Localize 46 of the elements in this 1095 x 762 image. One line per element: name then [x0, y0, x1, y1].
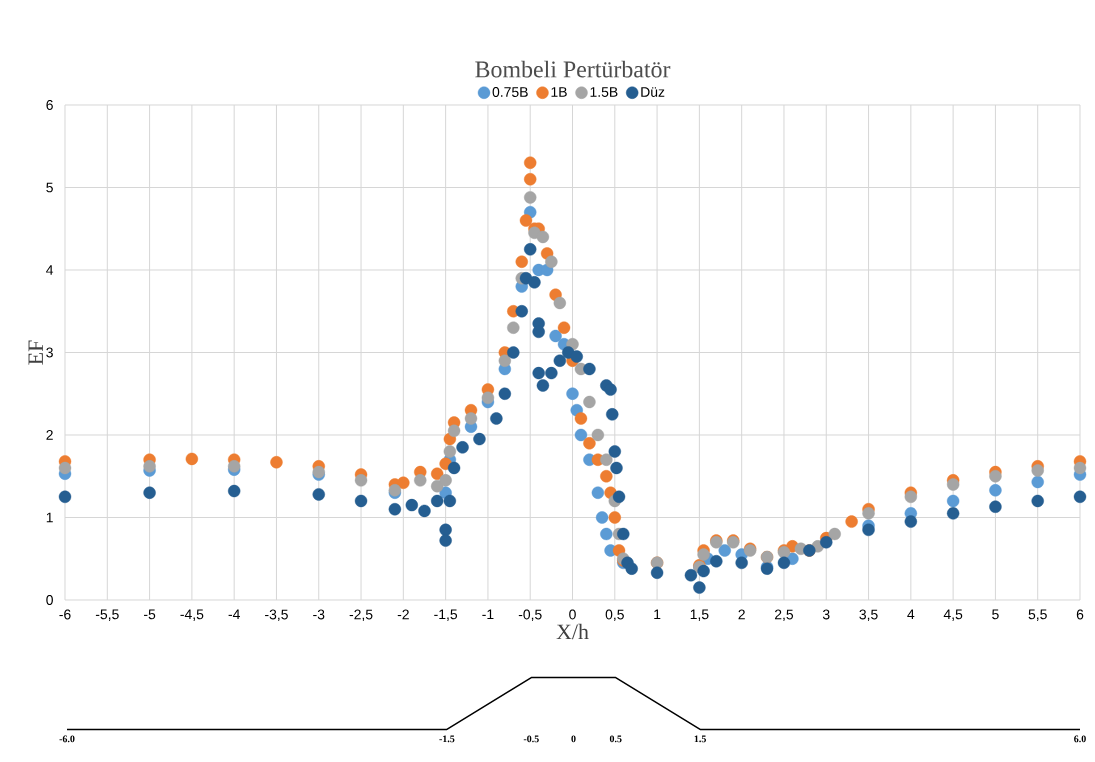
x-tick-label: -0,5: [518, 609, 542, 622]
x-tick-label: 4,5: [943, 609, 963, 621]
y-tick-label: 1: [46, 512, 53, 523]
x-tick-label: 0: [569, 609, 576, 620]
x-tick-label: 3: [822, 609, 830, 620]
legend-label: 0.75B: [492, 87, 528, 97]
x-tick-label: -6: [59, 609, 71, 620]
x-tick-label: -1.5: [439, 735, 455, 743]
x-tick-label: -5: [144, 609, 156, 620]
x-axis-title: X/h: [556, 623, 589, 640]
y-tick-label: 2: [46, 430, 53, 440]
y-tick-label: 0: [46, 595, 53, 605]
x-tick-label: 2,5: [774, 609, 794, 622]
y-axis-title: EF: [28, 340, 43, 365]
x-tick-label: 1: [654, 609, 661, 620]
x-tick-label: 1.5: [694, 735, 706, 743]
x-tick-label: -2: [397, 609, 409, 620]
legend-label: Düz: [641, 87, 665, 97]
legend-label: 1.5B: [590, 87, 618, 97]
x-tick-label: -3,5: [265, 609, 288, 622]
x-tick-label: 5,5: [1028, 609, 1047, 621]
x-tick-label: 3,5: [859, 609, 878, 622]
x-tick-label: -1,5: [434, 609, 458, 621]
x-tick-label: -1: [482, 609, 494, 620]
x-tick-label: 2: [738, 609, 745, 620]
x-tick-label: 6.0: [1074, 735, 1086, 743]
x-tick-label: 5: [992, 609, 999, 620]
x-tick-label: 0: [571, 735, 576, 743]
y-tick-label: 6: [46, 100, 53, 110]
x-tick-label: -5,5: [95, 609, 119, 621]
y-tick-label: 4: [46, 265, 54, 275]
x-tick-label: -2,5: [349, 609, 373, 622]
x-tick-label: -0.5: [523, 735, 539, 743]
legend-label: 1B: [551, 87, 567, 97]
x-tick-label: 0.5: [609, 735, 622, 743]
x-tick-label: 4: [907, 609, 915, 620]
x-tick-label: -4: [228, 609, 240, 620]
x-tick-label: 0,5: [605, 609, 624, 622]
x-tick-label: 1,5: [690, 609, 709, 621]
x-tick-label: -3: [313, 609, 325, 620]
y-tick-label: 5: [46, 182, 53, 193]
chart-title: Bombeli Pertürbatör: [475, 60, 671, 78]
x-tick-label: -4,5: [180, 609, 204, 621]
x-tick-label: -6.0: [59, 735, 75, 743]
x-tick-label: 6: [1076, 609, 1084, 620]
y-tick-label: 3: [46, 347, 53, 358]
